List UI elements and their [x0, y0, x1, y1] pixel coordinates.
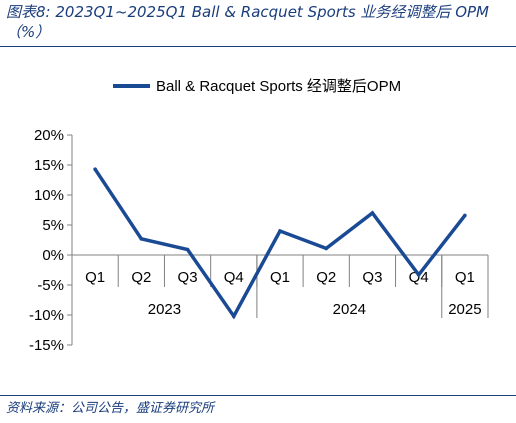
legend-label: Ball & Racquet Sports 经调整后OPM: [156, 78, 401, 95]
x-tick-label: Q3: [178, 269, 198, 286]
x-tick-label: Q2: [131, 269, 151, 286]
y-tick-label: 15%: [34, 157, 64, 174]
y-tick-label: 20%: [34, 127, 64, 144]
data-point: [231, 314, 236, 319]
x-tick-label: Q2: [316, 269, 336, 286]
x-tick-label: Q1: [455, 269, 475, 286]
y-tick-label: 0%: [42, 247, 64, 264]
data-point: [416, 273, 421, 277]
y-tick-label: -15%: [29, 337, 64, 354]
legend: Ball & Racquet Sports 经调整后OPM: [113, 78, 401, 95]
data-point: [139, 237, 144, 241]
x-tick-label: Q3: [362, 269, 382, 286]
x-group-label: 2025: [448, 301, 481, 318]
y-tick-label: -10%: [29, 307, 64, 324]
caption-line-1: 图表8: 2023Q1~2025Q1 Ball & Racquet Sports…: [6, 3, 489, 21]
data-point: [370, 211, 375, 215]
x-group-label: 2024: [333, 301, 366, 318]
x-tick-label: Q1: [85, 269, 105, 286]
x-tick-label: Q1: [270, 269, 290, 286]
y-tick-label: 10%: [34, 187, 64, 204]
footer-divider: [0, 395, 516, 396]
figure-caption: 图表8: 2023Q1~2025Q1 Ball & Racquet Sports…: [6, 2, 510, 42]
data-point: [463, 213, 467, 218]
caption-divider: [0, 46, 516, 47]
series-line-opm: [93, 168, 467, 320]
data-point: [324, 246, 329, 251]
series-layer: [93, 167, 467, 320]
x-tick-label: Q4: [224, 269, 244, 286]
source-note: 资料来源：公司公告，盛证券研究所: [6, 401, 215, 416]
y-axis: -15% -10% -5% 0% 5% 10% 15% 20%: [29, 127, 73, 354]
caption-line-2: （%）: [6, 23, 51, 41]
y-tick-label: 5%: [42, 217, 64, 234]
data-point: [278, 229, 282, 233]
data-point: [185, 247, 190, 252]
x-group-label: 2023: [148, 301, 181, 318]
data-point: [93, 167, 97, 171]
y-tick-label: -5%: [37, 277, 64, 294]
